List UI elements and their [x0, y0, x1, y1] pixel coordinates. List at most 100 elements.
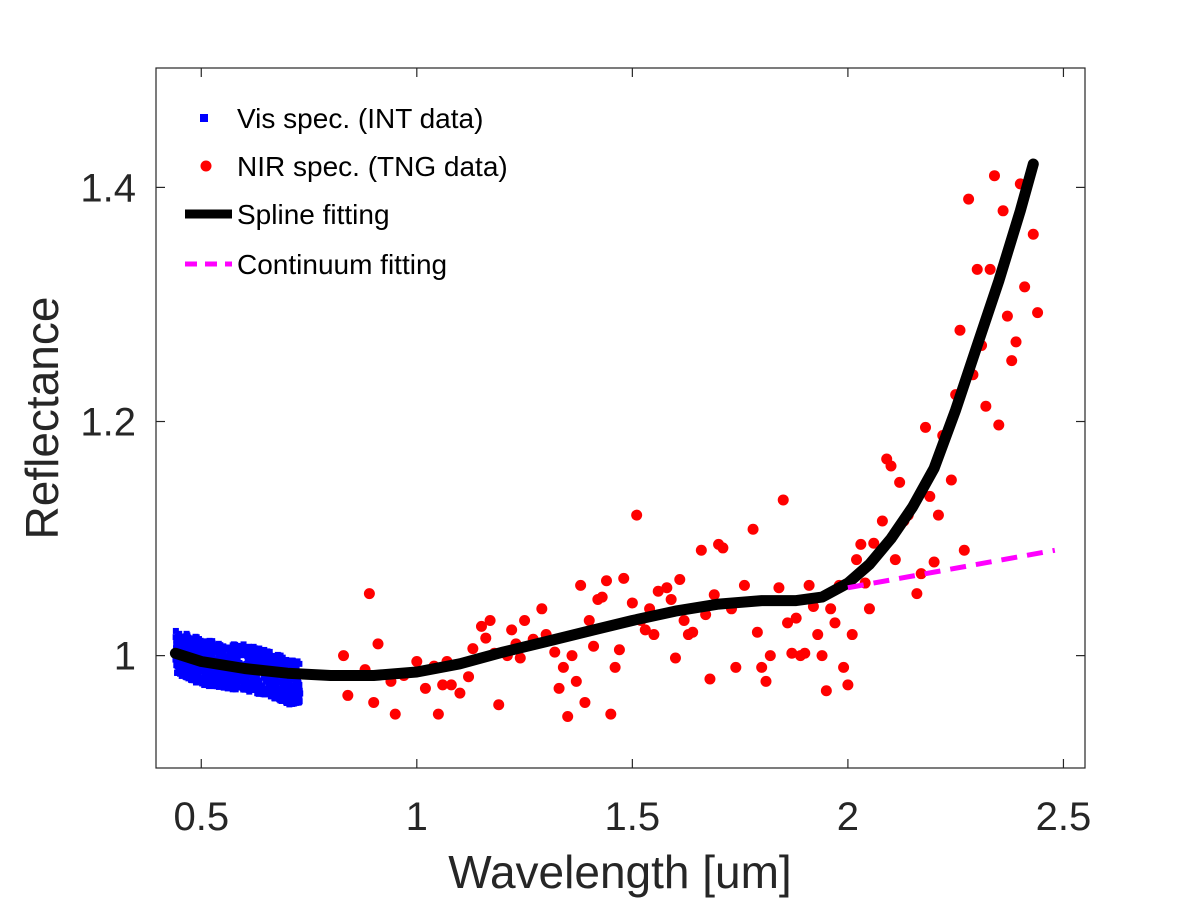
legend-label: Spline fitting [237, 199, 390, 230]
nir-point [493, 699, 505, 711]
vis-point [290, 686, 297, 693]
vis-point [248, 660, 255, 667]
nir-point [1019, 281, 1031, 293]
x-tick-label: 2.5 [1036, 795, 1092, 839]
vis-point [231, 669, 238, 676]
nir-point [764, 650, 776, 662]
nir-point [932, 509, 944, 521]
nir-point [842, 679, 854, 691]
vis-point [212, 647, 219, 654]
nir-point [924, 490, 936, 502]
nir-point [997, 205, 1009, 217]
vis-point [245, 684, 252, 691]
vis-point [220, 672, 227, 679]
nir-point [695, 544, 707, 556]
nir-point [786, 647, 798, 659]
vis-point [204, 650, 211, 657]
nir-point [596, 591, 608, 603]
vis-point [180, 668, 187, 675]
vis-point [172, 634, 179, 641]
vis-point [173, 637, 180, 644]
nir-point [894, 476, 906, 488]
nir-point [553, 682, 565, 694]
nir-point [919, 421, 931, 433]
tick-layer: 0.5 1 1.5 2 2.5 1 1.2 1.4 [80, 68, 1091, 839]
vis-point [292, 678, 299, 685]
vis-point [183, 667, 190, 674]
nir-point [363, 588, 375, 600]
vis-point [195, 637, 202, 644]
vis-point [296, 687, 303, 694]
vis-point [262, 674, 269, 681]
vis-point [174, 669, 181, 676]
nir-point [419, 682, 431, 694]
nir-point [782, 617, 794, 629]
nir-point [342, 689, 354, 701]
vis-point [259, 682, 266, 689]
vis-point [248, 646, 255, 653]
vis-point [267, 681, 274, 688]
nir-point [480, 632, 492, 644]
vis-point [191, 665, 198, 672]
nir-point [799, 647, 811, 659]
vis-point [196, 668, 203, 675]
nir-point [954, 324, 966, 336]
nir-point [432, 708, 444, 720]
x-tick-label: 1 [406, 795, 428, 839]
nir-point [868, 537, 880, 549]
vis-point [261, 691, 268, 698]
vis-point [183, 671, 190, 678]
nir-point [863, 603, 875, 615]
legend-label: Continuum fitting [237, 249, 447, 280]
vis-point [223, 668, 230, 675]
legend-label: NIR spec. (TNG data) [237, 151, 508, 182]
nir-point [751, 626, 763, 638]
nir-point [665, 593, 677, 605]
nir-point [1001, 310, 1013, 322]
vis-point [192, 671, 199, 678]
vis-point [205, 639, 212, 646]
nir-point [971, 263, 983, 275]
vis-point [172, 627, 179, 634]
nir-point [829, 617, 841, 629]
vis-point [232, 682, 239, 689]
nir-point [631, 509, 643, 521]
nir-point [467, 643, 479, 655]
x-tick-label: 2 [837, 795, 859, 839]
nir-point [463, 671, 475, 683]
nir-point [851, 554, 863, 566]
vis-point [266, 688, 273, 695]
nir-point [579, 696, 591, 708]
vis-point [177, 642, 184, 649]
vis-point [256, 645, 263, 652]
nir-point [506, 624, 518, 636]
vis-point [232, 686, 239, 693]
vis-point [235, 642, 242, 649]
series-layer [169, 158, 1056, 722]
vis-point [179, 639, 186, 646]
nir-series [338, 170, 1044, 722]
x-tick-label: 0.5 [173, 795, 229, 839]
vis-point [198, 648, 205, 655]
vis-point [279, 683, 286, 690]
vis-point [255, 679, 262, 686]
vis-point [281, 659, 288, 666]
vis-point [261, 646, 268, 653]
nir-point [980, 400, 992, 412]
vis-point [182, 661, 189, 668]
vis-point [193, 646, 200, 653]
vis-point [261, 688, 268, 695]
vis-point [226, 644, 233, 651]
vis-point [274, 651, 281, 658]
nir-point [825, 603, 837, 615]
vis-point [247, 679, 254, 686]
vis-point [209, 654, 216, 661]
nir-point [1010, 336, 1022, 348]
nir-point [669, 652, 681, 664]
vis-point [220, 684, 227, 691]
nir-point [575, 579, 587, 591]
nir-point [626, 597, 638, 609]
vis-point [205, 670, 212, 677]
legend-marker-vis [200, 114, 208, 122]
nir-point [519, 615, 531, 627]
